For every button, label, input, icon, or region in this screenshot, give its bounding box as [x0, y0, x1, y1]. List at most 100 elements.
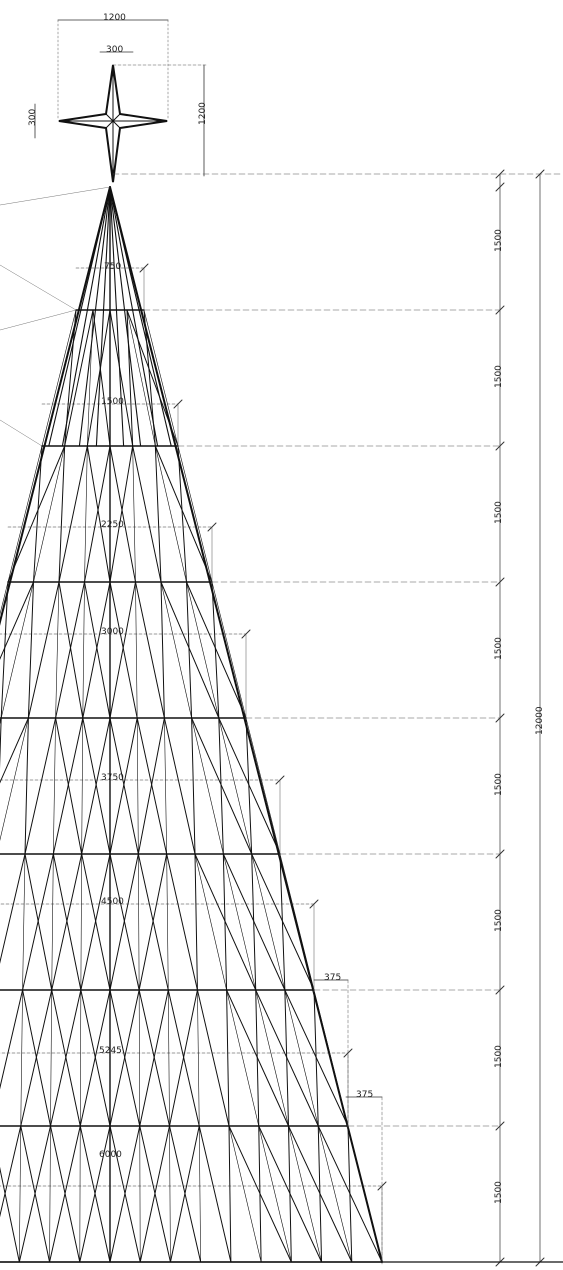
- tree-lattice-bar: [197, 990, 229, 1126]
- tier-1-width-label: 750: [104, 262, 121, 272]
- tree-lattice-bar: [170, 1126, 171, 1262]
- tree-lattice-bar: [50, 1126, 51, 1262]
- tree-lattice-bar: [170, 1126, 199, 1262]
- tree-lattice-bar: [256, 990, 289, 1126]
- tree-lattice-bar: [187, 582, 219, 718]
- tree-lattice-bar: [252, 854, 285, 990]
- tier-4-height-label: 1500: [494, 637, 504, 660]
- tier-2-width-label: 1500: [101, 397, 124, 407]
- guide-line: [0, 187, 110, 205]
- tree-lattice-bar: [167, 854, 198, 990]
- guide-line: [0, 310, 76, 330]
- tree-lattice-bar: [137, 718, 166, 854]
- tree-lattice-bar: [87, 310, 93, 446]
- tree-lattice-bar: [0, 1126, 21, 1262]
- tree-lattice-bar: [192, 718, 252, 854]
- tree-lattice-bar: [110, 310, 133, 446]
- tree-lattice-bar: [348, 1126, 382, 1262]
- tree-lattice-bar: [167, 854, 169, 990]
- tree-lattice-bar: [87, 310, 110, 446]
- tree-lattice-bar: [80, 990, 81, 1126]
- tree-lattice-bar: [83, 582, 85, 718]
- tree-lattice-bar: [136, 582, 165, 718]
- tree-lattice-bar: [25, 718, 28, 854]
- tree-lattice-bar: [59, 582, 83, 718]
- tree-lattice-bar: [318, 1126, 321, 1262]
- tier-7-height-label: 1500: [494, 1045, 504, 1068]
- tree-outline-left: [0, 187, 110, 1262]
- tree-lattice-bar: [223, 854, 255, 990]
- tree-lattice-bar: [259, 1126, 261, 1262]
- tree-lattice-bar: [314, 990, 348, 1126]
- tier-2-height-label: 1500: [494, 365, 504, 388]
- tree-lattice-bar: [56, 582, 85, 718]
- offset-label-1: 375: [324, 973, 341, 983]
- tier-5-height-label: 1500: [494, 773, 504, 796]
- tree-lattice-bar: [259, 1126, 292, 1262]
- tree-lattice-bar: [161, 582, 219, 718]
- tree-lattice-bar: [199, 1126, 200, 1262]
- star-topper: [59, 65, 167, 182]
- tier-1-height-label: 1500: [494, 229, 504, 252]
- tree-lattice-bar: [133, 446, 136, 582]
- tree-lattice-bar: [127, 310, 133, 446]
- tree-lattice-bar: [227, 990, 229, 1126]
- tree-lattice-bar: [85, 446, 88, 582]
- tree-lattice-bar: [0, 990, 23, 1126]
- tree-lattice-bar: [164, 718, 166, 854]
- tree-lattice-bar: [318, 1126, 352, 1262]
- tree-lattice-bar: [139, 990, 140, 1126]
- tree-rib: [110, 187, 141, 446]
- tier-3-width-label: 2250: [101, 520, 124, 530]
- tree-lattice-bar: [164, 718, 195, 854]
- star-core-height-label: 300: [28, 109, 38, 126]
- tree-lattice-bar: [138, 854, 139, 990]
- tree-lattice-bar: [229, 1126, 261, 1262]
- tier-5-width-label: 3750: [101, 773, 124, 783]
- tree-rib: [110, 187, 171, 446]
- tree-lattice-bar: [0, 718, 28, 854]
- tree-lattice-bar: [23, 854, 25, 990]
- tier-8-height-label: 1500: [494, 1181, 504, 1204]
- tier-6-width-label: 4500: [101, 897, 124, 907]
- star-width-label: 1200: [103, 13, 126, 23]
- tree-lattice-bar: [127, 310, 155, 446]
- tree-lattice-bar: [144, 310, 178, 446]
- tree-lattice-bar: [0, 718, 1, 854]
- tree-lattice-bar: [285, 990, 318, 1126]
- tree-lattice-bar: [348, 1126, 352, 1262]
- tree-lattice-bar: [34, 446, 43, 582]
- tier-7-width-label: 5245: [99, 1046, 122, 1056]
- tree-lattice-bar: [256, 990, 259, 1126]
- tree-lattice-bar: [19, 1126, 20, 1262]
- tree-lattice-bar: [53, 718, 55, 854]
- tree-lattice-bar: [285, 990, 289, 1126]
- tree-lattice-bar: [144, 310, 155, 446]
- tree-lattice-bar: [65, 310, 76, 446]
- tree-lattice-bar: [133, 446, 161, 582]
- tree-lattice-bar: [21, 990, 23, 1126]
- tier-6-height-label: 1500: [494, 909, 504, 932]
- tree-lattice-bar: [192, 718, 195, 854]
- tree-lattice-bar: [8, 446, 42, 582]
- tree-lattice-bar: [82, 718, 83, 854]
- tree-lattice-bar: [170, 990, 198, 1126]
- star-height-label: 1200: [198, 102, 208, 125]
- tier-4-width-label: 3000: [101, 627, 124, 637]
- tree-lattice-bar: [212, 582, 246, 718]
- tree-lattice-bar: [252, 854, 256, 990]
- tree-lattice-bar: [187, 582, 247, 718]
- tree-lattice-bar: [155, 446, 212, 582]
- total-height-label: 12000: [535, 706, 545, 735]
- tree-lattice-bar: [138, 718, 164, 854]
- tree-lattice-bar: [65, 310, 93, 446]
- tree-lattice-bar: [25, 718, 56, 854]
- tree-lattice-bar: [195, 854, 227, 990]
- tree-lattice-bar: [19, 1126, 50, 1262]
- tree-lattice-bar: [81, 854, 82, 990]
- tree-lattice-bar: [219, 718, 224, 854]
- tree-lattice-bar: [227, 990, 259, 1126]
- tree-lattice-bar: [280, 854, 314, 990]
- tree-lattice-bar: [59, 446, 87, 582]
